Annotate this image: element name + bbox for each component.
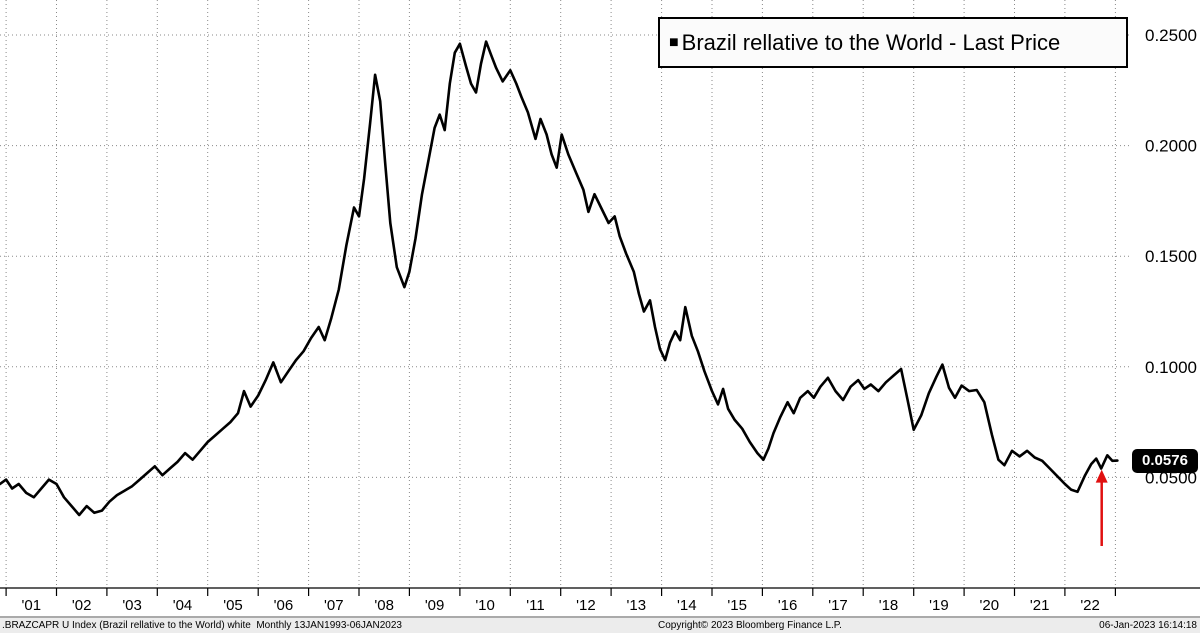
price-line bbox=[0, 40, 1119, 517]
price-chart-canvas: 0.0500 0.1000 0.1500 0.2000 0.2500 '01 '02 '03 '… bbox=[0, 0, 1200, 618]
x-axis-label: '21 bbox=[1030, 597, 1050, 614]
x-axis-label: '06 bbox=[274, 597, 294, 614]
x-axis-label: '16 bbox=[778, 597, 798, 614]
x-axis-label: '15 bbox=[727, 597, 747, 614]
annotation-arrow-head-icon bbox=[1095, 469, 1108, 483]
x-axis-label: '18 bbox=[879, 597, 899, 614]
x-axis-label: '04 bbox=[173, 597, 193, 614]
status-bar: .BRAZCAPR U Index (Brazil rellative to t… bbox=[0, 618, 1200, 633]
y-axis-label: 0.1000 bbox=[1145, 358, 1197, 377]
x-axis-label: '05 bbox=[223, 597, 243, 614]
y-axis-label: 0.1500 bbox=[1145, 247, 1197, 266]
x-axis-label: '01 bbox=[22, 597, 42, 614]
x-axis-label: '22 bbox=[1080, 597, 1100, 614]
timestamp: 06-Jan-2023 16:14:18 bbox=[1099, 620, 1197, 631]
x-axis-label: '14 bbox=[677, 597, 697, 614]
y-axis-label: 0.2500 bbox=[1145, 26, 1197, 45]
x-axis-label: '19 bbox=[929, 597, 949, 614]
x-axis-label: '10 bbox=[475, 597, 495, 614]
x-axis-label: '20 bbox=[980, 597, 1000, 614]
x-axis-label: '13 bbox=[627, 597, 647, 614]
x-axis-label: '03 bbox=[122, 597, 142, 614]
series-marker-icon: ■ bbox=[669, 33, 679, 51]
x-axis-label: '17 bbox=[828, 597, 848, 614]
copyright-text: Copyright© 2023 Bloomberg Finance L.P. bbox=[658, 620, 842, 631]
security-description: .BRAZCAPR U Index (Brazil rellative to t… bbox=[2, 620, 402, 631]
y-axis-label: 0.0500 bbox=[1145, 468, 1197, 487]
x-axis-label: '12 bbox=[576, 597, 596, 614]
y-axis-label: 0.2000 bbox=[1145, 137, 1197, 156]
x-axis-label: '07 bbox=[324, 597, 344, 614]
x-axis-label: '02 bbox=[72, 597, 92, 614]
chart-legend[interactable]: ■ Brazil rellative to the World - Last P… bbox=[658, 17, 1128, 68]
x-axis-label: '08 bbox=[374, 597, 394, 614]
x-axis-label: '11 bbox=[526, 597, 544, 614]
last-price-badge: 0.0576 bbox=[1132, 449, 1198, 473]
series-label: Brazil rellative to the World - Last Pri… bbox=[681, 29, 1061, 55]
x-axis-label: '09 bbox=[425, 597, 445, 614]
